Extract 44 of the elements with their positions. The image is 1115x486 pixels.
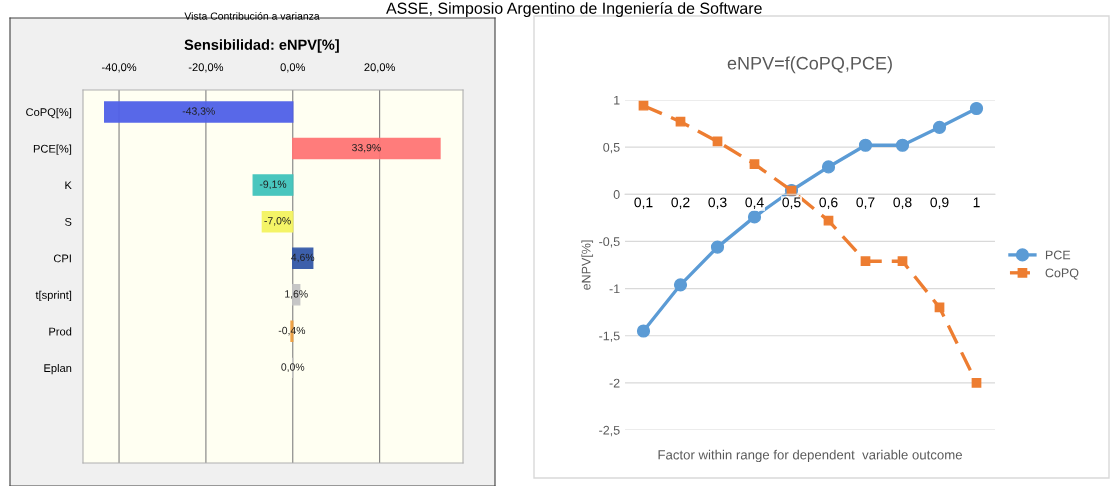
x-tick-label: 0,4	[745, 197, 764, 209]
chart-title: Sensibilidad: eNPV[%]	[184, 39, 339, 53]
legend-label: PCE	[1045, 250, 1071, 260]
x-tick-label: -20,0%	[188, 63, 224, 73]
data-label: 0,0%	[281, 363, 305, 372]
x-tick-label: 1	[973, 197, 980, 208]
x-tick-label: -40,0%	[101, 63, 137, 73]
data-label: -7,0%	[264, 217, 291, 226]
y-tick-label: Eplan	[44, 363, 72, 375]
y-tick-label: K	[65, 181, 72, 190]
y-tick-label: -2,5	[599, 425, 620, 437]
y-tick-label: S	[64, 217, 72, 226]
y-tick-label: PCE[%]	[33, 144, 72, 155]
x-tick-label: 0,3	[708, 197, 727, 209]
y-tick-label: CoPQ[%]	[26, 107, 72, 119]
y-tick-label: t[sprint]	[35, 290, 72, 302]
y-axis-title: eNPV[%]	[581, 240, 594, 290]
y-tick-label: -0,5	[599, 237, 620, 248]
data-label: 33,9%	[352, 143, 381, 153]
chart-title: eNPV=f(CoPQ,PCE)	[727, 56, 892, 74]
data-label: -9,1%	[259, 180, 287, 190]
x-tick-label: 0,7	[856, 197, 875, 209]
y-tick-label: 1	[614, 95, 620, 105]
y-tick-label: 0	[613, 190, 620, 199]
text: Vista Contribución a varianza	[184, 12, 320, 20]
x-axis-title: Factor within range for dependent variable outcome	[658, 449, 962, 463]
y-tick-label: -1	[609, 284, 620, 294]
x-tick-label: 0,2	[671, 197, 690, 209]
x-tick-label: 0,9	[930, 197, 949, 209]
y-tick-label: Prod	[49, 327, 72, 336]
x-tick-label: 0,1	[634, 197, 653, 209]
x-tick-label: 0,8	[893, 197, 912, 209]
data-label: -43,3%	[182, 107, 215, 116]
legend-label: CoPQ	[1045, 268, 1079, 280]
y-tick-label: CPI	[53, 254, 71, 263]
data-label: 1,6%	[285, 290, 308, 299]
y-tick-label: -2	[609, 378, 620, 388]
y-tick-label: 0,5	[603, 142, 620, 154]
x-tick-label: 0,0%	[280, 63, 306, 73]
x-tick-label: 20,0%	[364, 63, 395, 73]
y-tick-label: -1,5	[599, 331, 620, 342]
text: ASSE, Simposio Argentino de Ingeniería de Software	[386, 2, 762, 18]
x-tick-label: 0,5	[782, 197, 801, 209]
x-tick-label: 0,6	[819, 197, 838, 209]
